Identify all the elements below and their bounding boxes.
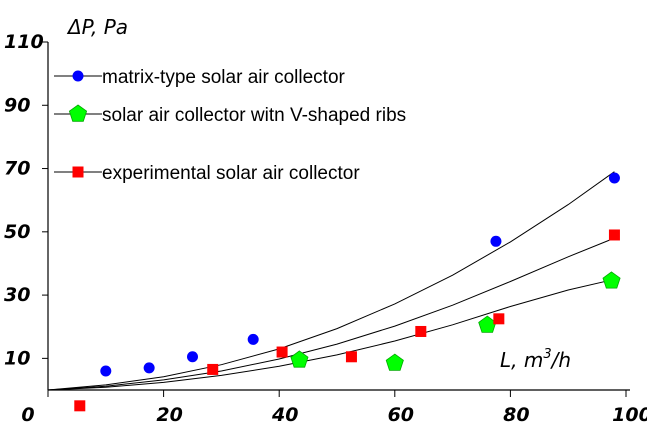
x-axis-label-tail: /h: [550, 348, 571, 372]
legend-label: solar air collector witn V-shaped ribs: [102, 105, 406, 126]
x-axis-label-sup: 3: [543, 347, 551, 362]
data-point: [608, 172, 620, 184]
y-tick-label: 10: [4, 347, 30, 369]
data-point: [74, 400, 86, 412]
x-axis-label: L, m3/h: [500, 347, 571, 372]
data-point: [276, 346, 288, 358]
x-tick-label: 60: [388, 404, 414, 426]
data-point: [187, 351, 198, 363]
data-point: [207, 363, 219, 375]
data-point: [345, 351, 357, 363]
data-point: [290, 350, 309, 368]
x-tick-label: 20: [156, 404, 182, 426]
data-point: [602, 271, 621, 289]
data-point: [247, 333, 259, 345]
axes: 0 20 40 60 80 100 10 30 50 70 90 110: [4, 31, 647, 426]
data-point: [490, 235, 502, 247]
legend-label: experimental solar air collector: [102, 163, 360, 184]
y-tick-label: 110: [4, 31, 44, 53]
data-point: [415, 325, 427, 337]
data-point: [100, 365, 112, 377]
legend: matrix-type solar air collector solar air…: [54, 67, 406, 184]
fit-curve: [47, 171, 615, 391]
data-point: [493, 313, 505, 325]
fit-curve: [47, 278, 615, 391]
data-point: [608, 229, 620, 241]
data-point: [143, 362, 155, 374]
legend-marker: [68, 104, 88, 122]
legend-marker: [72, 70, 84, 82]
y-tick-label: 90: [4, 94, 30, 116]
y-tick-label: 30: [4, 284, 30, 306]
legend-marker: [72, 166, 84, 178]
y-tick-label: 50: [4, 221, 30, 243]
data-point: [385, 353, 404, 371]
x-tick-label: 100: [612, 404, 647, 426]
x-axis-label-base: L, m: [500, 348, 543, 372]
data-points: [74, 172, 621, 412]
x-tick-label: 40: [271, 404, 298, 426]
legend-label: matrix-type solar air collector: [102, 67, 346, 88]
x-tick-label: 0: [21, 404, 34, 426]
y-tick-label: 70: [4, 158, 30, 180]
fit-curve: [47, 237, 615, 391]
fit-curves: [47, 171, 615, 391]
y-axis-label: ΔP, Pa: [66, 15, 128, 39]
data-point: [478, 315, 497, 333]
x-tick-label: 80: [503, 404, 529, 426]
